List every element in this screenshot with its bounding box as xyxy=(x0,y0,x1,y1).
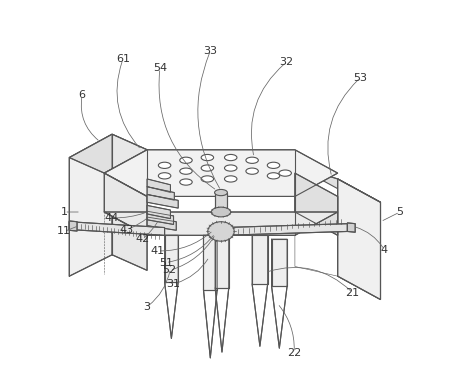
Ellipse shape xyxy=(224,165,237,171)
Ellipse shape xyxy=(179,157,192,163)
Text: 52: 52 xyxy=(162,265,176,275)
Text: 54: 54 xyxy=(152,63,167,73)
Ellipse shape xyxy=(201,154,213,161)
Ellipse shape xyxy=(158,173,170,179)
Polygon shape xyxy=(337,179,380,300)
Ellipse shape xyxy=(201,176,213,182)
Polygon shape xyxy=(203,235,217,290)
Ellipse shape xyxy=(267,162,279,168)
Ellipse shape xyxy=(158,162,170,168)
Ellipse shape xyxy=(267,173,279,179)
Polygon shape xyxy=(147,217,176,230)
Polygon shape xyxy=(69,134,112,276)
Ellipse shape xyxy=(224,154,237,161)
Polygon shape xyxy=(252,235,267,284)
Polygon shape xyxy=(215,193,227,212)
Text: 41: 41 xyxy=(150,246,165,256)
Polygon shape xyxy=(69,222,164,235)
Polygon shape xyxy=(347,223,355,232)
Text: 3: 3 xyxy=(142,302,149,312)
Text: 44: 44 xyxy=(104,213,118,223)
Ellipse shape xyxy=(201,165,213,171)
Ellipse shape xyxy=(214,189,227,196)
Text: 51: 51 xyxy=(159,258,172,268)
Polygon shape xyxy=(215,235,228,288)
Polygon shape xyxy=(164,235,178,282)
Text: 42: 42 xyxy=(135,234,149,244)
Text: 43: 43 xyxy=(119,224,134,235)
Text: 33: 33 xyxy=(203,46,217,56)
Polygon shape xyxy=(104,212,337,235)
Text: 31: 31 xyxy=(166,279,180,289)
Ellipse shape xyxy=(179,168,192,174)
Polygon shape xyxy=(147,194,178,208)
Ellipse shape xyxy=(211,207,230,217)
Text: 1: 1 xyxy=(60,207,68,217)
Polygon shape xyxy=(104,173,147,235)
Text: 6: 6 xyxy=(79,90,86,100)
Polygon shape xyxy=(104,150,337,196)
Ellipse shape xyxy=(224,176,237,182)
Ellipse shape xyxy=(245,168,258,174)
Text: 61: 61 xyxy=(116,54,129,64)
Polygon shape xyxy=(69,134,147,173)
Text: 11: 11 xyxy=(57,226,71,237)
Polygon shape xyxy=(294,173,337,235)
Polygon shape xyxy=(337,179,380,300)
Text: 32: 32 xyxy=(279,57,293,67)
Polygon shape xyxy=(147,205,170,219)
Polygon shape xyxy=(337,179,380,300)
Text: 5: 5 xyxy=(396,207,403,217)
Polygon shape xyxy=(147,211,173,224)
Text: 21: 21 xyxy=(345,287,359,298)
Polygon shape xyxy=(222,224,347,235)
Ellipse shape xyxy=(278,170,291,176)
Ellipse shape xyxy=(179,179,192,185)
Ellipse shape xyxy=(245,157,258,163)
Text: 4: 4 xyxy=(380,245,387,255)
Text: 53: 53 xyxy=(353,73,367,83)
Polygon shape xyxy=(147,179,170,193)
Polygon shape xyxy=(147,187,174,200)
Polygon shape xyxy=(69,221,77,231)
Polygon shape xyxy=(112,134,147,270)
Polygon shape xyxy=(271,239,287,286)
Polygon shape xyxy=(294,165,380,202)
Ellipse shape xyxy=(208,222,234,241)
Text: 22: 22 xyxy=(287,348,301,358)
